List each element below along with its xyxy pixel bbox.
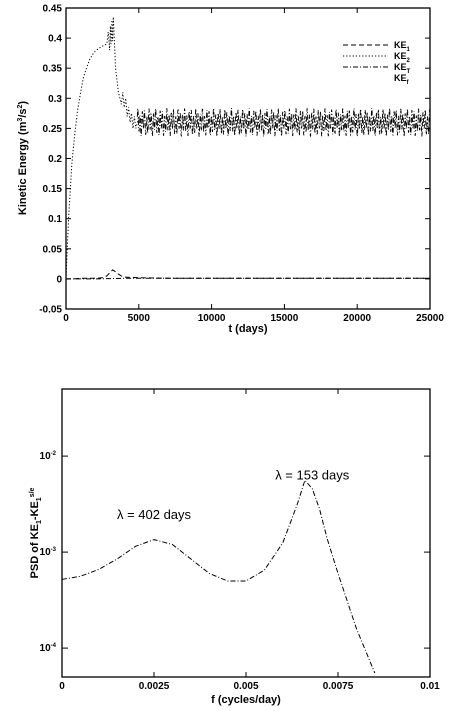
ke-y-tick-label: 0.45: [43, 4, 63, 15]
ke-x-ticks: 0 5000 10000 15000 20000 25000: [63, 8, 444, 324]
psd-y-ticks: 10-4 10-3 10-2: [40, 451, 430, 654]
psd-peak-annotation: λ = 402 days: [117, 507, 192, 522]
ke-y-tick-label: 0.4: [48, 34, 62, 45]
psd-series: [61, 479, 376, 674]
ke-oscillation-line: [136, 108, 431, 138]
psd-x-tick-label: 0.0025: [139, 681, 170, 692]
psd-chart: 0 0.0025 0.005 0.0075 0.01 10-4 10-3 10-2 λ = …: [29, 388, 440, 706]
ke-series-line: [66, 269, 430, 280]
ke-legend-label: KEf: [394, 73, 410, 86]
ke-legend-label: KE2: [394, 51, 411, 64]
ke-y-label-part: Kinetic Energy (m: [17, 121, 29, 215]
psd-x-tick-label: 0: [59, 681, 65, 692]
ke-y-label-sup: 2: [17, 104, 24, 108]
psd-y-tick-label: 10-2: [40, 451, 57, 462]
psd-x-ticks: 0 0.0025 0.005 0.0075 0.01: [59, 389, 440, 692]
ke-y-axis-label: Kinetic Energy (m3/s2): [17, 101, 29, 216]
ke-y-tick-label: 0.25: [43, 124, 63, 135]
psd-plot-frame: [61, 388, 431, 678]
kinetic-energy-chart: 0 5000 10000 15000 20000 25000 -0.0500.050.10…: [17, 4, 444, 336]
ke-legend-label: KE1: [394, 40, 411, 53]
psd-y-tick-label: 10-4: [40, 643, 57, 654]
ke-x-tick-label: 15000: [270, 313, 298, 324]
ke-y-label-part: ): [17, 101, 29, 105]
psd-x-tick-label: 0.0075: [323, 681, 354, 692]
ke-y-tick-label: 0.1: [48, 214, 62, 225]
ke-x-tick-label: 5000: [128, 313, 151, 324]
ke-y-tick-label: -0.05: [39, 305, 62, 316]
ke-series-line: [65, 16, 144, 279]
ke-series-line: [66, 277, 430, 280]
psd-x-tick-label: 0.01: [420, 681, 440, 692]
ke-x-tick-label: 0: [63, 313, 69, 324]
ke-x-tick-label: 10000: [198, 313, 226, 324]
ke-y-tick-label: 0: [56, 274, 62, 285]
psd-y-tick-label: 10-3: [40, 547, 57, 558]
ke-y-tick-label: 0.05: [43, 244, 63, 255]
ke-x-axis-label: t (days): [228, 323, 267, 335]
ke-y-ticks: -0.05 0 0.05 0.1 0.15 0.2 0.25 0.3 0.35 0.4 0.45: [39, 4, 430, 316]
ke-y-tick-label: 0.3: [48, 94, 62, 105]
ke-y-label-sup: 3: [17, 118, 24, 122]
ke-series: [65, 16, 431, 280]
ke-y-tick-label: 0.15: [43, 184, 63, 195]
ke-x-tick-label: 20000: [343, 313, 371, 324]
ke-y-tick-label: 0.2: [48, 154, 62, 165]
psd-x-axis-label: f (cycles/day): [211, 694, 281, 706]
psd-peak-annotation: λ = 153 days: [275, 468, 350, 483]
psd-x-tick-label: 0.005: [233, 681, 258, 692]
ke-x-tick-label: 25000: [416, 313, 444, 324]
psd-series-line: [61, 479, 376, 674]
psd-y-label-sub: 1: [36, 497, 43, 501]
psd-annotations: λ = 402 days λ = 153 days: [117, 468, 350, 523]
psd-y-label-part: PSD of KE: [29, 524, 41, 578]
ke-y-label-part: /s: [17, 108, 29, 117]
psd-y-label-sub: 1: [36, 520, 43, 524]
kinetic-energy-plot-frame: [65, 7, 431, 310]
psd-y-label-part: -KE: [29, 501, 41, 520]
ke-y-tick-label: 0.35: [43, 64, 63, 75]
ke-legend-label: KET: [394, 62, 411, 75]
psd-y-axis-label: PSD of KE1-KE1s/e: [29, 487, 43, 578]
psd-y-label-sup: s/e: [29, 487, 36, 497]
